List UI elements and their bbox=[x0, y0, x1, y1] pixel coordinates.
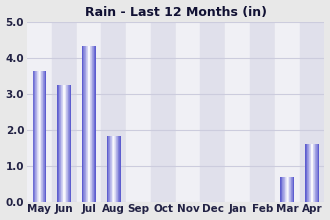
Bar bbox=[62, 85, 63, 202]
Bar bbox=[113, 136, 114, 202]
Bar bbox=[116, 136, 117, 202]
Bar bbox=[63, 85, 64, 202]
Bar bbox=[288, 177, 289, 202]
Bar bbox=[41, 71, 42, 202]
Bar bbox=[305, 144, 306, 202]
Bar bbox=[67, 85, 68, 202]
Bar bbox=[250, 22, 275, 202]
Bar bbox=[107, 136, 108, 202]
Bar bbox=[283, 177, 284, 202]
Bar bbox=[286, 177, 287, 202]
Bar bbox=[95, 46, 96, 202]
Bar bbox=[114, 136, 115, 202]
Bar bbox=[89, 46, 90, 202]
Bar bbox=[313, 144, 314, 202]
Bar bbox=[52, 22, 77, 202]
Bar bbox=[285, 177, 286, 202]
Bar bbox=[315, 144, 316, 202]
Bar bbox=[307, 144, 308, 202]
Bar bbox=[83, 46, 84, 202]
Bar bbox=[57, 85, 58, 202]
Bar bbox=[60, 85, 61, 202]
Bar bbox=[82, 46, 83, 202]
Bar bbox=[151, 22, 176, 202]
Bar bbox=[306, 144, 307, 202]
Bar bbox=[300, 22, 324, 202]
Bar bbox=[33, 71, 34, 202]
Bar bbox=[312, 144, 313, 202]
Bar bbox=[318, 144, 319, 202]
Title: Rain - Last 12 Months (in): Rain - Last 12 Months (in) bbox=[85, 6, 267, 18]
Bar bbox=[40, 71, 41, 202]
Bar bbox=[225, 22, 250, 202]
Bar bbox=[293, 177, 294, 202]
Bar bbox=[70, 85, 71, 202]
Bar bbox=[308, 144, 309, 202]
Bar bbox=[310, 144, 311, 202]
Bar bbox=[27, 22, 52, 202]
Bar bbox=[115, 136, 116, 202]
Bar bbox=[117, 136, 118, 202]
Bar bbox=[61, 85, 62, 202]
Bar bbox=[108, 136, 109, 202]
Bar bbox=[65, 85, 66, 202]
Bar bbox=[126, 22, 151, 202]
Bar bbox=[91, 46, 92, 202]
Bar bbox=[68, 85, 69, 202]
Bar bbox=[36, 71, 37, 202]
Bar bbox=[112, 136, 113, 202]
Bar bbox=[118, 136, 119, 202]
Bar bbox=[39, 71, 40, 202]
Bar bbox=[275, 22, 300, 202]
Bar bbox=[88, 46, 89, 202]
Bar bbox=[101, 22, 126, 202]
Bar bbox=[316, 144, 317, 202]
Bar bbox=[291, 177, 292, 202]
Bar bbox=[287, 177, 288, 202]
Bar bbox=[289, 177, 290, 202]
Bar bbox=[43, 71, 44, 202]
Bar bbox=[44, 71, 45, 202]
Bar bbox=[77, 22, 101, 202]
Bar bbox=[90, 46, 91, 202]
Bar bbox=[92, 46, 93, 202]
Bar bbox=[94, 46, 95, 202]
Bar bbox=[201, 22, 225, 202]
Bar bbox=[292, 177, 293, 202]
Bar bbox=[282, 177, 283, 202]
Bar bbox=[311, 144, 312, 202]
Bar bbox=[110, 136, 111, 202]
Bar bbox=[284, 177, 285, 202]
Bar bbox=[66, 85, 67, 202]
Bar bbox=[281, 177, 282, 202]
Bar bbox=[111, 136, 112, 202]
Bar bbox=[84, 46, 85, 202]
Bar bbox=[34, 71, 35, 202]
Bar bbox=[109, 136, 110, 202]
Bar bbox=[280, 177, 281, 202]
Bar bbox=[37, 71, 38, 202]
Bar bbox=[85, 46, 86, 202]
Bar bbox=[176, 22, 201, 202]
Bar bbox=[290, 177, 291, 202]
Bar bbox=[58, 85, 59, 202]
Bar bbox=[87, 46, 88, 202]
Bar bbox=[309, 144, 310, 202]
Bar bbox=[35, 71, 36, 202]
Bar bbox=[38, 71, 39, 202]
Bar bbox=[64, 85, 65, 202]
Bar bbox=[314, 144, 315, 202]
Bar bbox=[86, 46, 87, 202]
Bar bbox=[45, 71, 46, 202]
Bar bbox=[42, 71, 43, 202]
Bar bbox=[119, 136, 120, 202]
Bar bbox=[59, 85, 60, 202]
Bar bbox=[69, 85, 70, 202]
Bar bbox=[317, 144, 318, 202]
Bar bbox=[93, 46, 94, 202]
